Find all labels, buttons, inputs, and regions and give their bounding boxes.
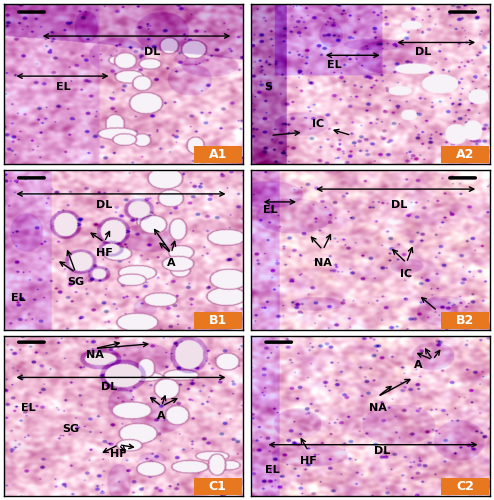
Text: EL: EL [11, 293, 26, 303]
Text: DL: DL [415, 47, 431, 57]
Text: EL: EL [56, 82, 71, 92]
Text: IC: IC [312, 119, 324, 129]
Text: SG: SG [67, 277, 84, 287]
Bar [194, 146, 242, 164]
Text: A: A [414, 360, 423, 370]
Text: HF: HF [96, 248, 113, 258]
Text: A1: A1 [208, 148, 227, 161]
Text: EL: EL [265, 466, 280, 475]
Text: HF: HF [300, 456, 317, 466]
Text: SG: SG [62, 424, 80, 434]
Text: DL: DL [144, 47, 160, 57]
Text: C1: C1 [209, 480, 227, 493]
Text: S: S [264, 82, 272, 92]
Text: A: A [157, 411, 166, 421]
Bar [441, 478, 489, 495]
Text: DL: DL [374, 446, 391, 456]
Bar [441, 146, 489, 164]
Text: EL: EL [263, 205, 278, 215]
Text: DL: DL [96, 200, 113, 210]
Text: B2: B2 [456, 314, 474, 327]
Text: DL: DL [391, 200, 408, 210]
Text: HF: HF [110, 450, 127, 460]
Bar [194, 478, 242, 495]
Text: A2: A2 [456, 148, 474, 161]
Text: IC: IC [400, 269, 412, 279]
Text: A: A [167, 258, 175, 268]
Text: DL: DL [101, 382, 117, 392]
Text: B1: B1 [208, 314, 227, 327]
Bar [194, 312, 242, 330]
Text: EL: EL [328, 60, 342, 70]
Text: NA: NA [314, 258, 332, 268]
Text: C2: C2 [456, 480, 474, 493]
Bar [441, 312, 489, 330]
Text: EL: EL [21, 403, 35, 413]
Text: NA: NA [86, 350, 104, 360]
Text: NA: NA [369, 403, 387, 413]
